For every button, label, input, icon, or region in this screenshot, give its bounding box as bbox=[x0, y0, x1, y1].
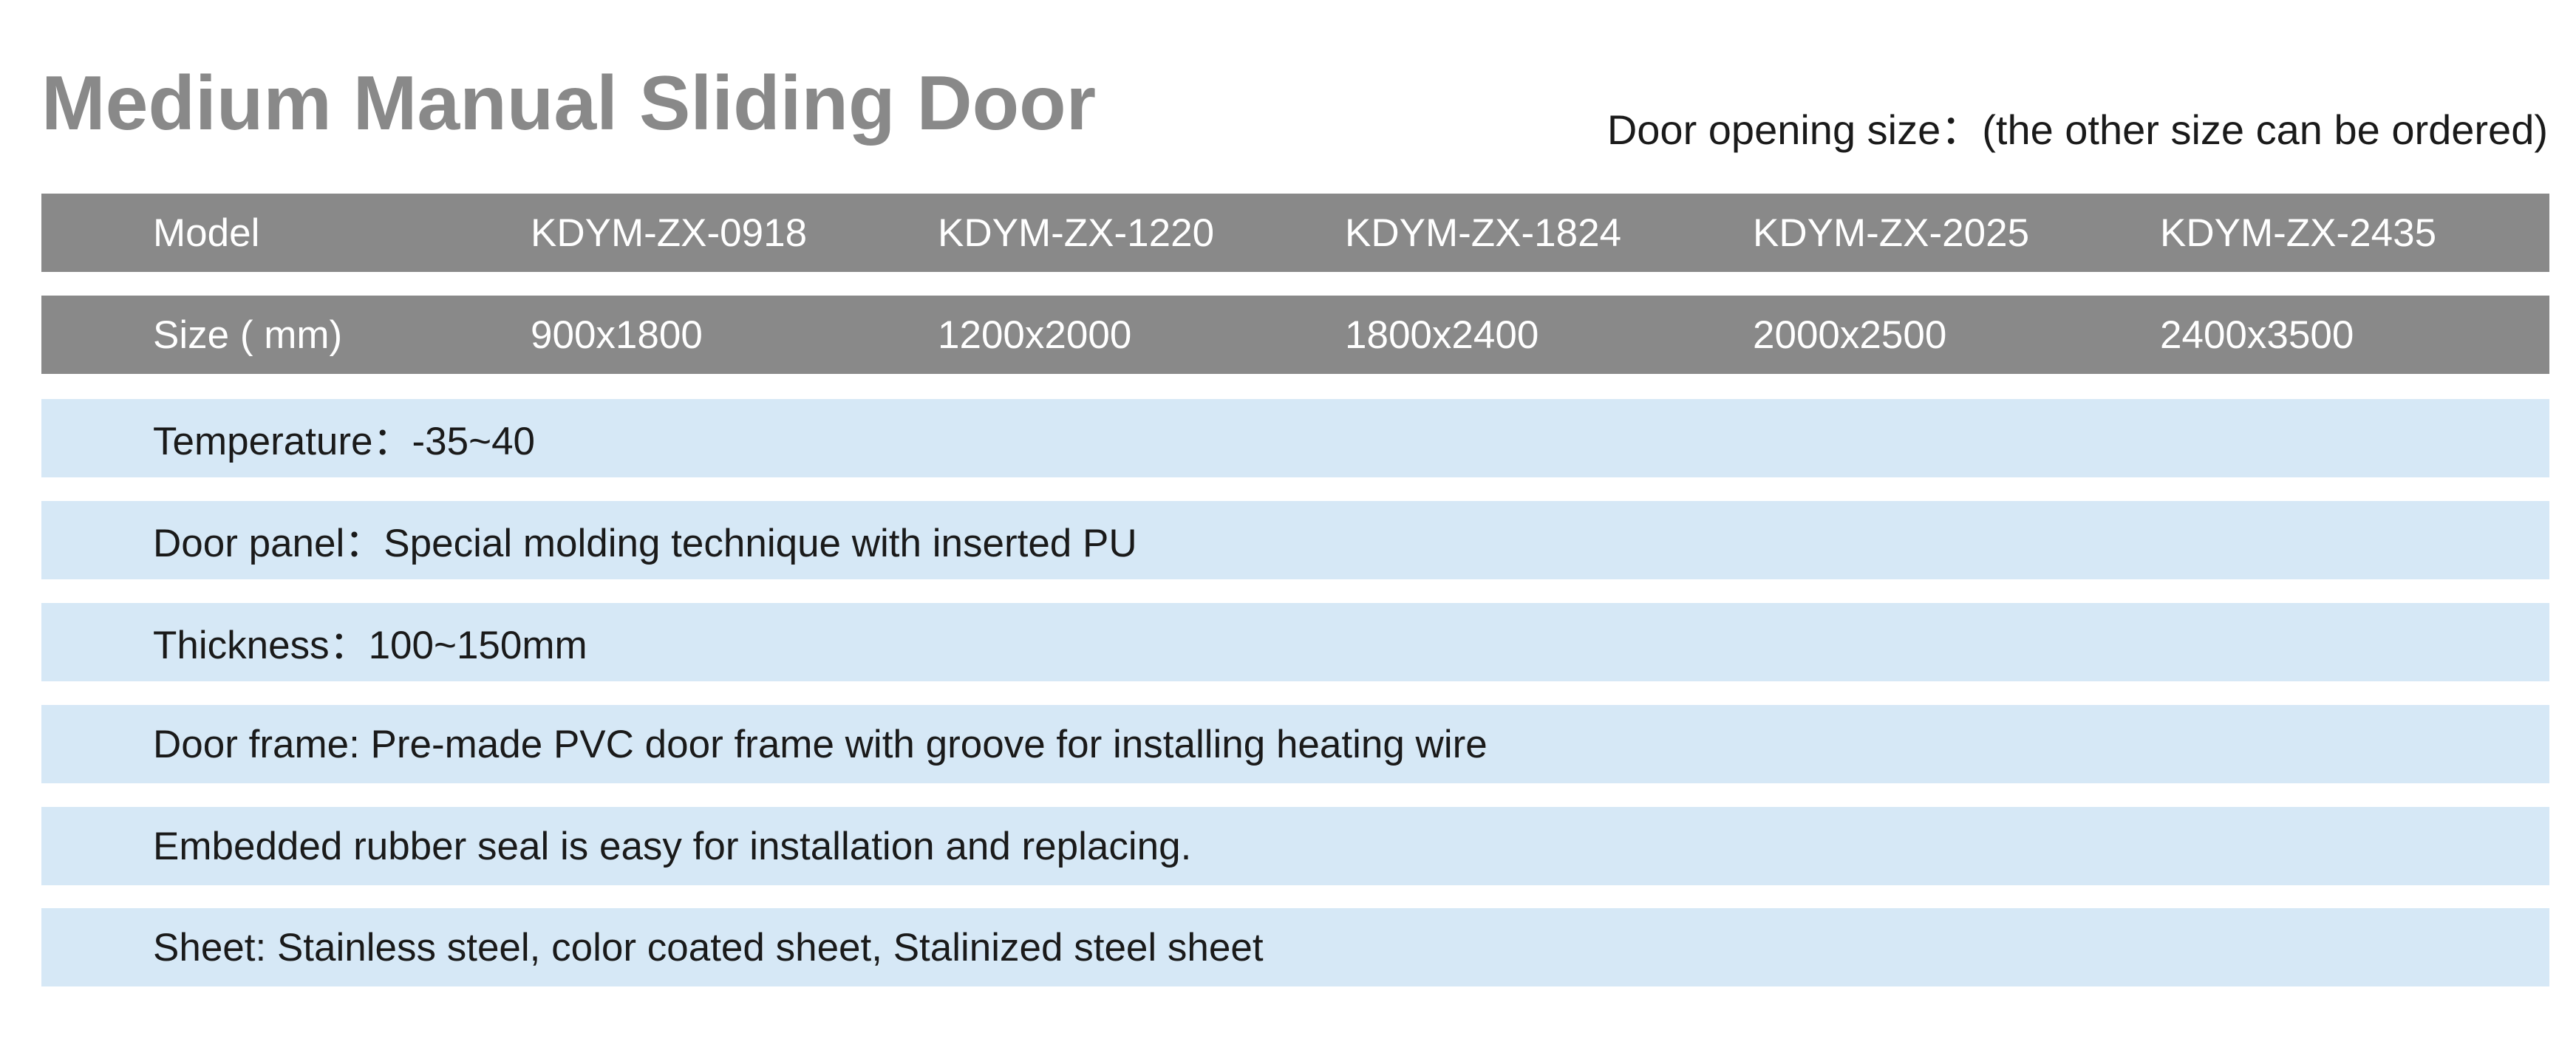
spec-text: Door frame: Pre-made PVC door frame with… bbox=[153, 722, 1488, 766]
size-row: Size ( mm) 900x1800 1200x2000 1800x2400 … bbox=[41, 296, 2549, 374]
size-value: 2000x2500 bbox=[1753, 313, 1947, 357]
size-value: 1800x2400 bbox=[1345, 313, 1539, 357]
spec-text: Thickness：100~150mm bbox=[153, 624, 587, 667]
model-value: KDYM-ZX-1220 bbox=[938, 211, 1215, 255]
page-title: Medium Manual Sliding Door bbox=[41, 61, 1097, 146]
spec-row-temperature: Temperature：-35~40 bbox=[41, 399, 2549, 477]
spec-row-door-frame: Door frame: Pre-made PVC door frame with… bbox=[41, 705, 2549, 783]
spec-row-sheet: Sheet: Stainless steel, color coated she… bbox=[41, 908, 2549, 986]
spec-row-rubber-seal: Embedded rubber seal is easy for install… bbox=[41, 807, 2549, 885]
model-value: KDYM-ZX-1824 bbox=[1345, 211, 1622, 255]
model-value: KDYM-ZX-0918 bbox=[531, 211, 808, 255]
model-label: Model bbox=[153, 211, 260, 255]
door-opening-size-note: Door opening size：(the other size can be… bbox=[1606, 106, 2548, 153]
model-value: KDYM-ZX-2435 bbox=[2160, 211, 2437, 255]
spec-text: Door panel：Special molding technique wit… bbox=[153, 522, 1137, 565]
size-value: 1200x2000 bbox=[938, 313, 1132, 357]
size-value: 2400x3500 bbox=[2160, 313, 2354, 357]
model-value: KDYM-ZX-2025 bbox=[1753, 211, 2030, 255]
spec-row-thickness: Thickness：100~150mm bbox=[41, 603, 2549, 681]
spec-text: Temperature：-35~40 bbox=[153, 420, 536, 463]
spec-row-door-panel: Door panel：Special molding technique wit… bbox=[41, 501, 2549, 579]
spec-text: Embedded rubber seal is easy for install… bbox=[153, 824, 1192, 868]
model-row: Model KDYM-ZX-0918 KDYM-ZX-1220 KDYM-ZX-… bbox=[41, 194, 2549, 272]
size-value: 900x1800 bbox=[531, 313, 703, 357]
spec-text: Sheet: Stainless steel, color coated she… bbox=[153, 925, 1264, 969]
size-label: Size ( mm) bbox=[153, 313, 343, 357]
